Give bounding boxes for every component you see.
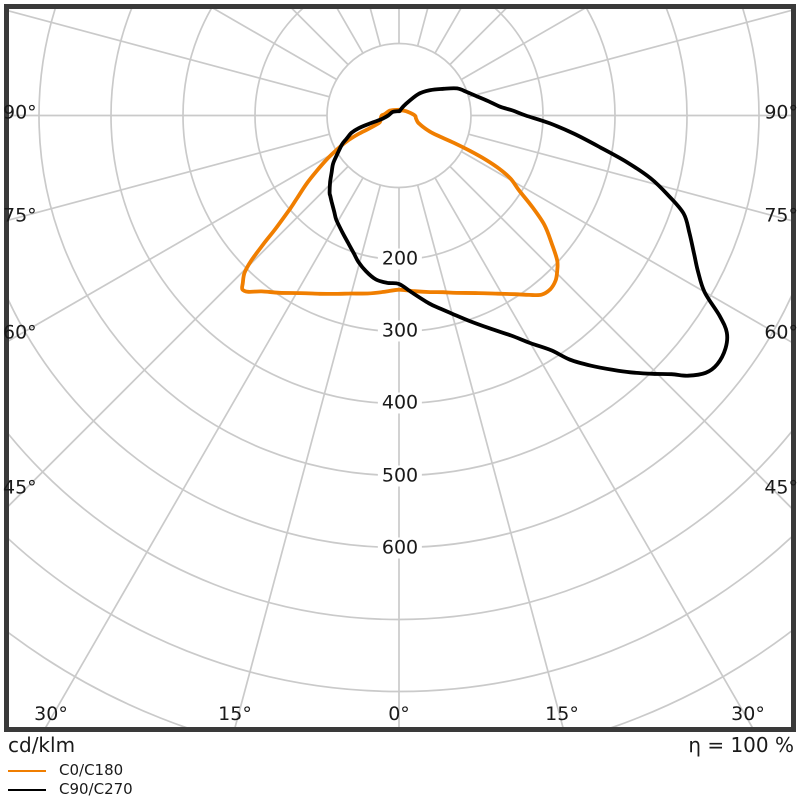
radial-tick-600: 600 bbox=[377, 537, 423, 559]
gamma-tick-bottom-30°: 30° bbox=[731, 703, 765, 725]
radial-tick-200: 200 bbox=[377, 248, 423, 270]
legend: C0/C180 C90/C270 bbox=[8, 761, 133, 799]
gamma-tick-bottom-0°: 0° bbox=[388, 703, 410, 725]
gamma-tick-left-45°: 45° bbox=[3, 476, 37, 499]
legend-label-c0-c180: C0/C180 bbox=[59, 761, 124, 779]
gamma-tick-bottom-15°: 15° bbox=[545, 703, 579, 725]
gamma-tick-bottom-15°: 15° bbox=[218, 703, 252, 725]
grid-spoke-330 bbox=[44, 177, 364, 727]
radial-tick-500: 500 bbox=[377, 465, 423, 487]
grid-ring-100 bbox=[326, 42, 472, 189]
grid-spoke-300 bbox=[9, 150, 338, 342]
gamma-tick-left-75°: 75° bbox=[3, 204, 37, 227]
gamma-tick-left-90°: 90° bbox=[3, 101, 37, 124]
grid-spoke-15 bbox=[416, 184, 564, 727]
c0-c180-line-swatch bbox=[8, 769, 46, 772]
grid-spoke-255 bbox=[9, 10, 330, 98]
grid-spoke-120 bbox=[460, 9, 586, 81]
legend-item-c0-c180: C0/C180 bbox=[8, 761, 133, 780]
grid-spoke-285 bbox=[9, 133, 330, 221]
grid-ring-700 bbox=[9, 430, 791, 621]
grid-spoke-345 bbox=[234, 184, 382, 727]
gamma-tick-right-90°: 90° bbox=[764, 101, 798, 124]
curve-c90-c270 bbox=[327, 86, 730, 378]
grid-spoke-240 bbox=[212, 9, 338, 81]
gamma-tick-right-45°: 45° bbox=[764, 476, 798, 499]
grid-spoke-315 bbox=[9, 165, 349, 507]
grid-ring-800 bbox=[9, 536, 791, 693]
grid-spoke-60 bbox=[460, 150, 791, 343]
radial-tick-400: 400 bbox=[377, 392, 423, 414]
grid-spoke-105 bbox=[468, 9, 791, 98]
radial-tick-300: 300 bbox=[377, 320, 423, 342]
intensity-unit-label: cd/klm bbox=[8, 733, 76, 757]
grid-spoke-75 bbox=[468, 133, 791, 222]
c90-c270-line-swatch bbox=[8, 788, 46, 791]
grid-ring-900 bbox=[9, 630, 791, 727]
gamma-tick-right-75°: 75° bbox=[764, 204, 798, 227]
efficiency-label: η = 100 % bbox=[688, 733, 794, 757]
gamma-tick-right-60°: 60° bbox=[764, 321, 798, 344]
grid-spoke-45 bbox=[449, 165, 791, 509]
gamma-tick-left-60°: 60° bbox=[3, 321, 37, 344]
gamma-tick-bottom-30°: 30° bbox=[34, 703, 68, 725]
plot-frame bbox=[4, 4, 796, 732]
legend-item-c90-c270: C90/C270 bbox=[8, 780, 133, 799]
legend-label-c90-c270: C90/C270 bbox=[59, 780, 133, 798]
